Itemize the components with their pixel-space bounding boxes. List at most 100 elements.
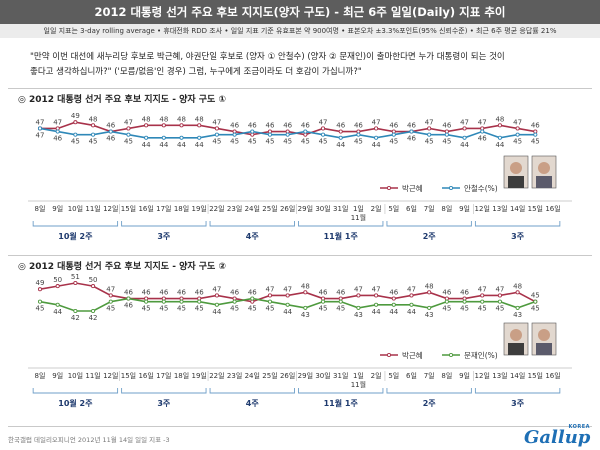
legend-label-2: 안철수(%)	[464, 183, 498, 193]
data-point	[285, 302, 290, 307]
data-point	[427, 126, 432, 131]
x-tick-label: 31일	[333, 371, 348, 380]
x-tick-label: 14일	[510, 371, 525, 380]
data-label: 47	[372, 285, 381, 293]
divider	[8, 255, 592, 256]
data-label: 46	[142, 289, 151, 297]
data-label: 45	[354, 138, 363, 146]
data-point	[374, 135, 379, 140]
data-label: 47	[372, 118, 381, 126]
data-label: 45	[283, 138, 292, 146]
data-label: 44	[53, 308, 62, 316]
data-point	[497, 293, 502, 298]
data-label: 43	[354, 311, 363, 319]
data-label: 45	[36, 305, 45, 313]
data-point	[427, 305, 432, 310]
data-point	[391, 132, 396, 137]
chart1-title: ◎ 2012 대통령 선거 주요 후보 지지도 - 양자 구도 ①	[18, 95, 227, 105]
data-label: 48	[513, 282, 522, 290]
data-label: 45	[248, 138, 257, 146]
data-label: 46	[177, 289, 186, 297]
data-point	[515, 305, 520, 310]
data-point	[108, 129, 113, 134]
x-tick-label: 12일	[475, 371, 490, 380]
x-tick-label: 15일	[528, 204, 543, 213]
data-label: 46	[336, 122, 345, 130]
data-point	[409, 293, 414, 298]
x-tick-label: 19일	[192, 371, 207, 380]
data-label: 45	[71, 138, 80, 146]
week-label: 2주	[423, 399, 437, 408]
x-tick-label: 9일	[459, 371, 470, 380]
week-label: 10월 2주	[58, 231, 93, 241]
question-line-2: 좋다고 생각하십니까?" ('모름/없음'인 경우) 그럼, 누구에게 조금이라…	[30, 67, 362, 77]
data-label: 46	[159, 289, 168, 297]
data-point	[356, 132, 361, 137]
data-label: 44	[142, 141, 151, 149]
data-point	[126, 132, 131, 137]
data-label: 45	[336, 305, 345, 313]
data-point	[55, 302, 60, 307]
week-label: 10월 2주	[58, 398, 93, 408]
data-point	[126, 296, 131, 301]
x-tick-label: 11일	[85, 371, 100, 380]
divider	[8, 88, 592, 89]
data-point	[197, 123, 202, 128]
x-tick-label: 1일	[353, 371, 364, 380]
data-point	[232, 299, 237, 304]
week-bracket	[32, 221, 119, 227]
x-tick-label: 11일	[85, 204, 100, 213]
data-label: 46	[301, 122, 310, 130]
data-label: 45	[89, 138, 98, 146]
x-tick-label: 22일	[209, 371, 224, 380]
data-label: 46	[531, 122, 540, 130]
data-label: 47	[354, 285, 363, 293]
x-tick-label: 25일	[262, 371, 277, 380]
data-point	[462, 135, 467, 140]
x-tick-label: 7일	[424, 204, 435, 213]
data-point	[55, 284, 60, 289]
x-tick-label: 2일	[371, 204, 382, 213]
data-label: 46	[195, 289, 204, 297]
data-label: 47	[283, 285, 292, 293]
data-label: 46	[442, 289, 451, 297]
data-point	[144, 299, 149, 304]
x-tick-label: 16일	[138, 371, 153, 380]
x-tick-label: 23일	[227, 371, 242, 380]
data-label: 47	[495, 285, 504, 293]
x-tick-label: 9일	[459, 204, 470, 213]
data-point	[444, 299, 449, 304]
logo-gallup: Gallup	[524, 427, 591, 448]
data-label: 51	[71, 273, 80, 281]
data-label: 47	[212, 285, 221, 293]
data-label: 47	[53, 118, 62, 126]
photo-face	[538, 162, 550, 174]
data-label: 44	[283, 308, 292, 316]
photo-body	[536, 176, 552, 188]
x-tick-label: 24일	[245, 204, 260, 213]
data-label: 46	[106, 122, 115, 130]
x-tick-label: 8일	[35, 371, 46, 380]
data-label: 46	[266, 122, 275, 130]
data-label: 45	[478, 305, 487, 313]
data-point	[161, 135, 166, 140]
x-tick-label: 29일	[298, 371, 313, 380]
data-label: 47	[319, 118, 328, 126]
photo-body	[536, 343, 552, 355]
data-point	[338, 135, 343, 140]
data-point	[250, 129, 255, 134]
week-label: 11월 1주	[324, 231, 359, 241]
data-point	[55, 129, 60, 134]
data-label: 47	[266, 285, 275, 293]
week-label: 3주	[511, 399, 525, 408]
data-point	[409, 129, 414, 134]
legend-marker-2	[448, 352, 454, 358]
data-label: 50	[89, 276, 98, 284]
data-label: 48	[301, 282, 310, 290]
data-label: 45	[319, 138, 328, 146]
x-tick-label: 16일	[138, 204, 153, 213]
data-label: 45	[159, 305, 168, 313]
data-point	[374, 302, 379, 307]
data-point	[126, 126, 131, 131]
data-point	[91, 123, 96, 128]
